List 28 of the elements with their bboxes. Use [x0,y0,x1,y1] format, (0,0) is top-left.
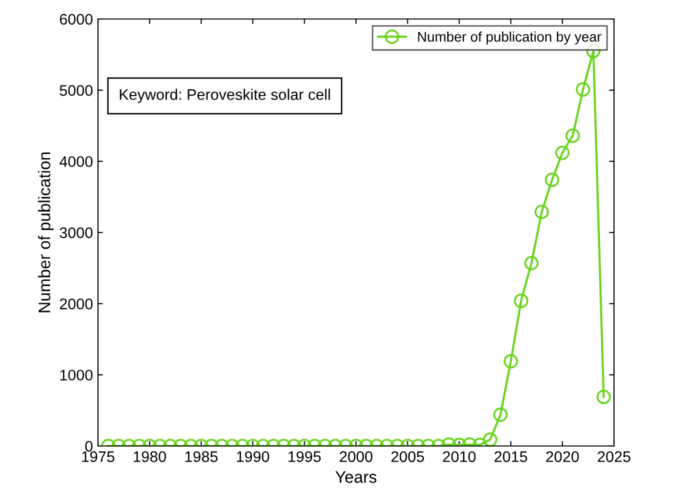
x-tick-label: 1990 [236,451,270,462]
point [555,146,570,160]
y-tick-label: 1000 [60,370,93,381]
legend-label: Number of publication by year [418,32,602,44]
x-tick-label: 2005 [391,451,424,462]
y-tick-label: 2000 [60,298,93,310]
x-axis-title: Years [335,471,376,483]
point [576,82,590,97]
x-tick-label: 1980 [134,451,166,462]
point [566,128,580,143]
y-tick-label: 4000 [60,156,93,168]
y-tick-label: 6000 [60,14,93,25]
y-tick-label: 3000 [60,227,93,238]
x-tick-label: 1985 [185,451,218,462]
annotation: Keyword: Peroveskite solar cell [120,88,330,103]
x-tick-label: 2020 [546,451,579,462]
y-tick-label: 5000 [60,85,93,96]
x-tick-label: 2025 [598,451,630,462]
point [544,172,560,187]
x-tick-label: 1995 [288,451,321,462]
point [524,256,539,270]
y-axis-title: Number of publication [38,152,54,312]
x-tick-label: 1975 [82,451,114,462]
y-tick-label: 0 [85,440,93,452]
x-tick-label: 2015 [494,451,528,462]
point [534,204,549,220]
x-tick-label: 2000 [340,451,372,462]
x-tick-label: 2010 [442,451,476,462]
